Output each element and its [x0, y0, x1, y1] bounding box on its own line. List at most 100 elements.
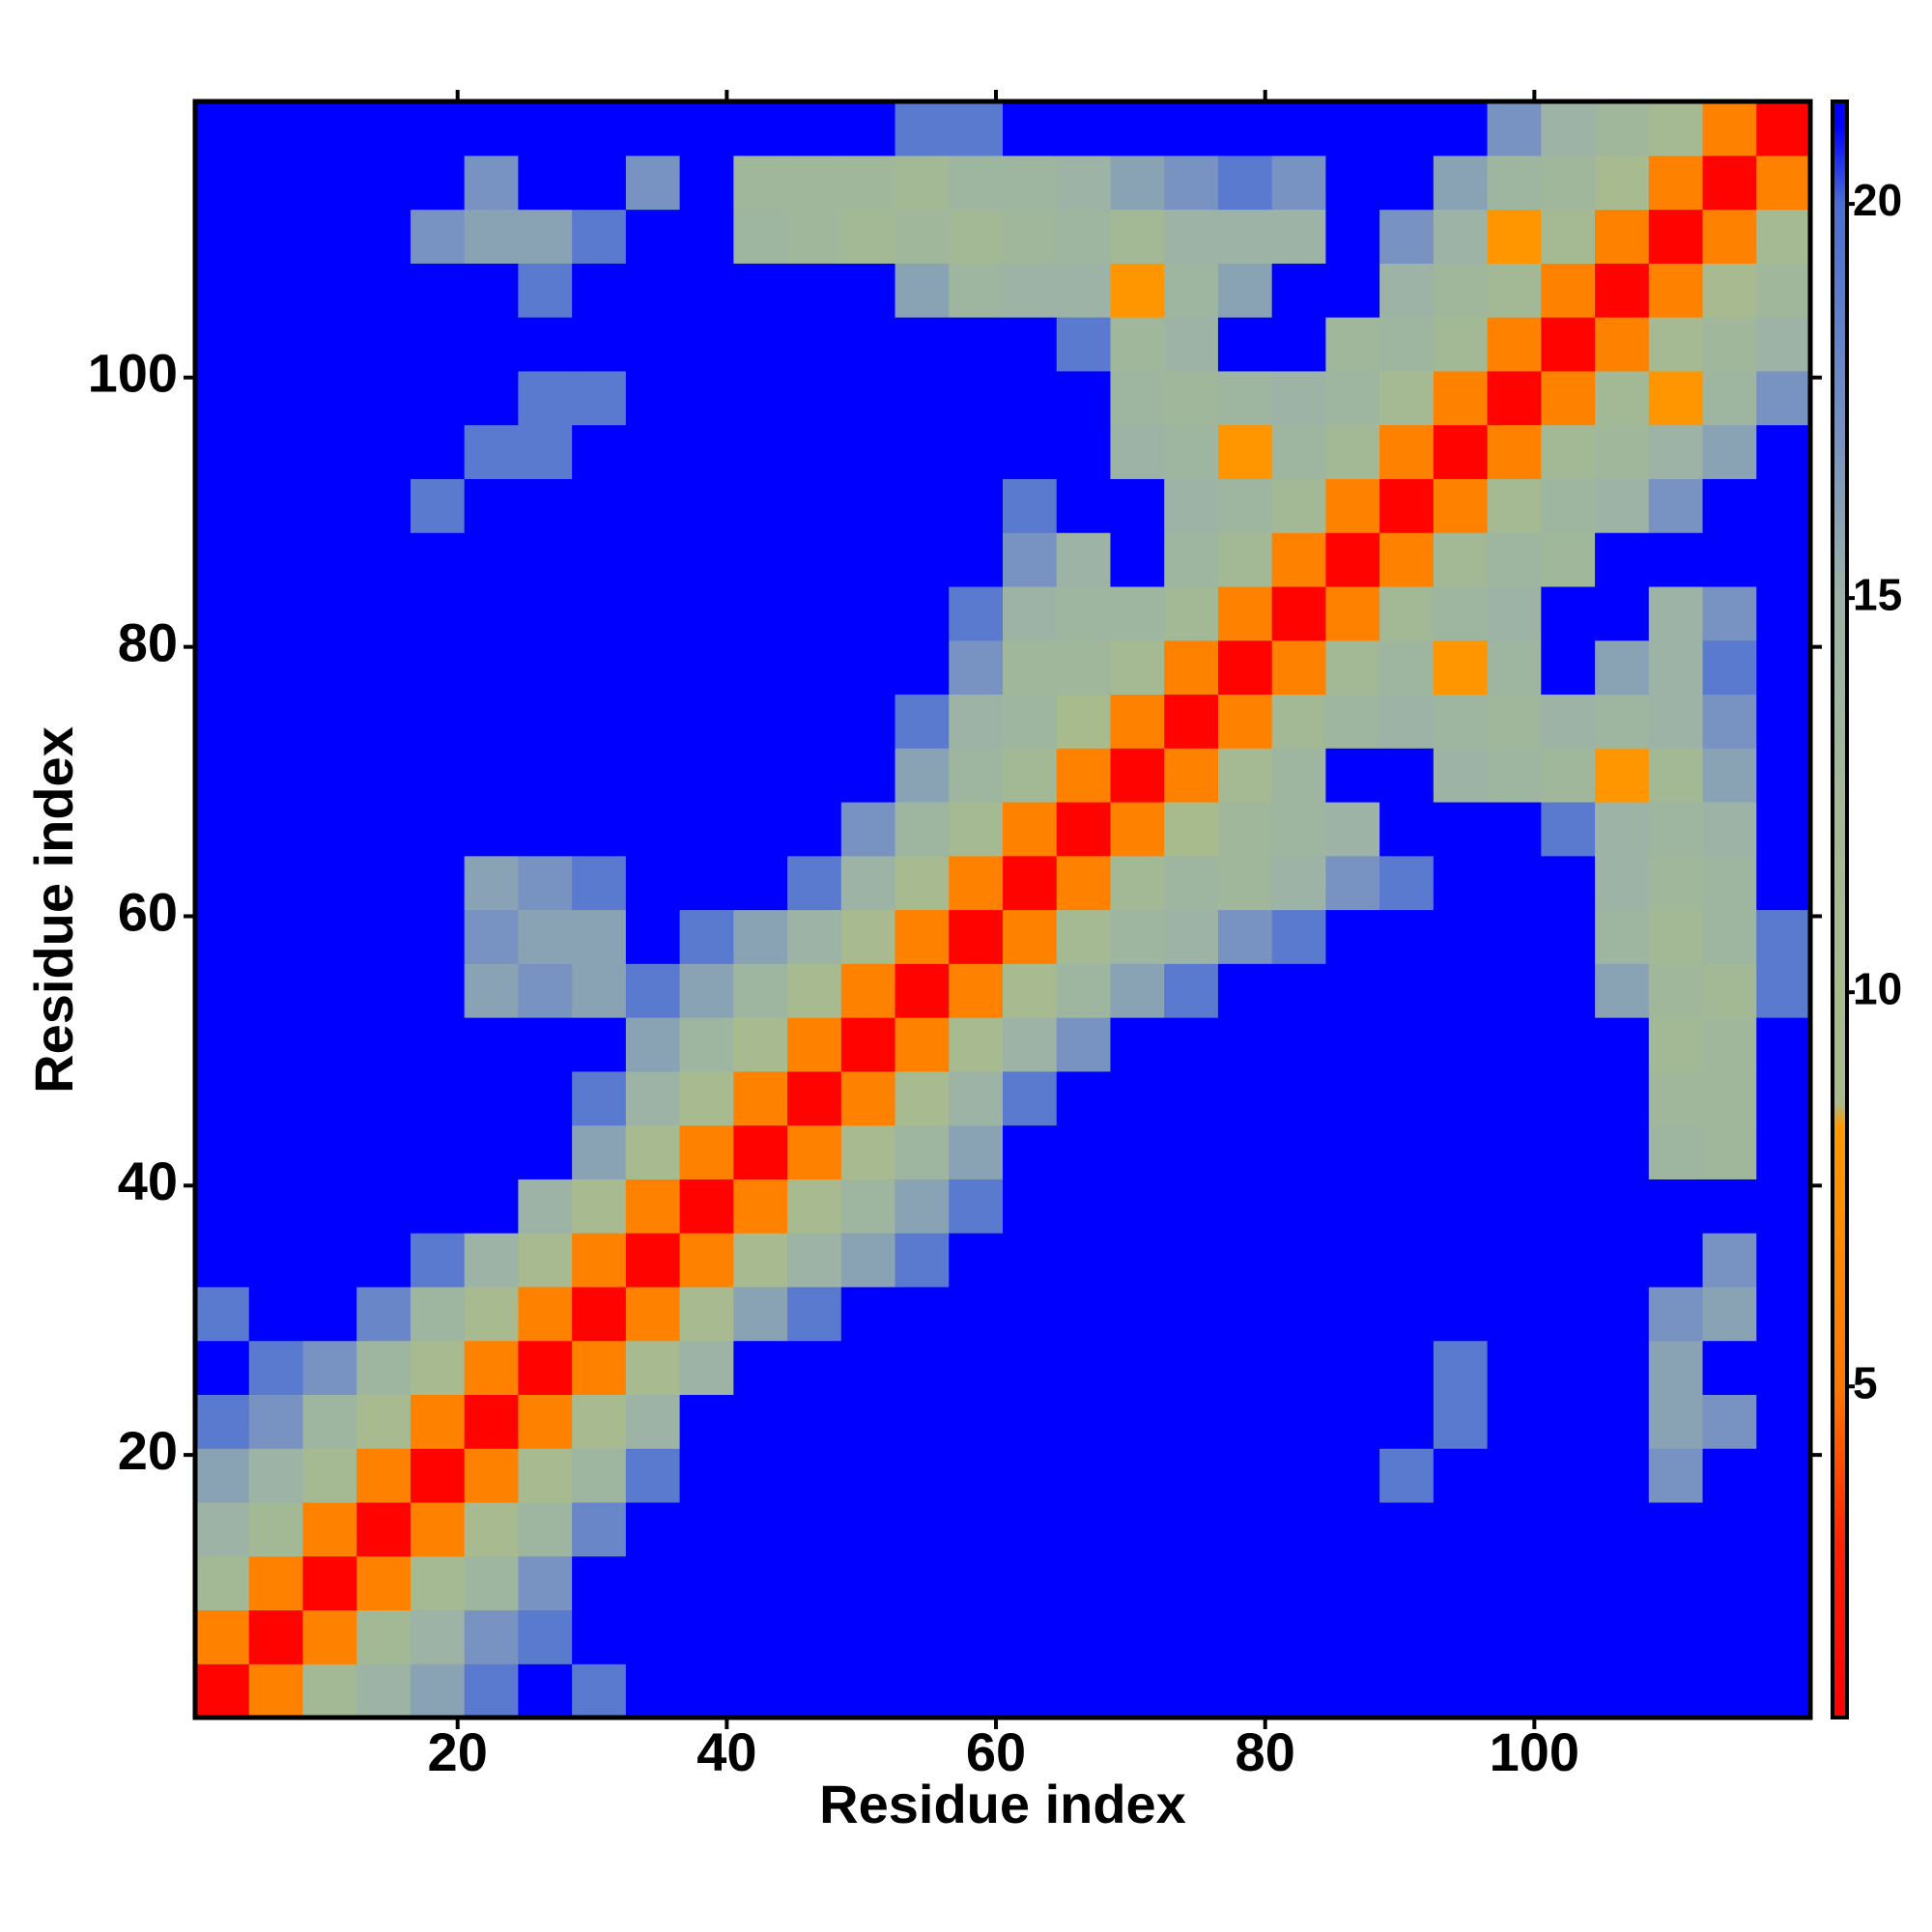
heatmap-cell	[895, 1448, 950, 1503]
heatmap-cell	[787, 101, 842, 156]
heatmap-cell	[356, 855, 412, 911]
heatmap-cell	[1164, 478, 1219, 533]
heatmap-cell	[1702, 963, 1757, 1018]
heatmap-cell	[679, 1609, 734, 1664]
heatmap-cell	[572, 909, 627, 964]
heatmap-cell	[1756, 909, 1811, 964]
heatmap-cell	[1702, 478, 1757, 533]
heatmap-cell	[302, 1286, 357, 1342]
heatmap-cell	[1056, 209, 1112, 264]
heatmap-cell	[625, 909, 681, 964]
heatmap-cell	[679, 639, 734, 696]
heatmap-cell	[356, 263, 412, 318]
heatmap-cell	[1164, 1555, 1219, 1611]
heatmap-cell	[248, 1501, 304, 1557]
heatmap-cell	[679, 1501, 734, 1557]
heatmap-cell	[1271, 1124, 1326, 1179]
heatmap-cell	[1702, 1179, 1757, 1234]
heatmap-cell	[1702, 585, 1757, 641]
colorbar-tick-label: 10	[1853, 963, 1902, 1013]
heatmap-cell	[679, 1179, 734, 1234]
heatmap-cell	[410, 1501, 466, 1557]
heatmap-cell	[1110, 1609, 1165, 1664]
heatmap-cell	[1056, 855, 1112, 911]
heatmap-cell	[1595, 694, 1650, 749]
heatmap-cell	[1056, 1448, 1112, 1503]
heatmap-cell	[410, 155, 466, 211]
heatmap-cell	[787, 1501, 842, 1557]
heatmap-cell	[1595, 1124, 1650, 1179]
heatmap-cell	[1217, 1663, 1273, 1719]
heatmap-cell	[464, 424, 519, 479]
heatmap-cell	[1003, 101, 1058, 156]
heatmap-cell	[1110, 424, 1165, 479]
heatmap-cell	[518, 1555, 573, 1611]
heatmap-cell	[410, 801, 466, 857]
heatmap-cell	[895, 1070, 950, 1126]
colorbar-tick-label: 15	[1853, 569, 1902, 619]
heatmap-cell	[1271, 1501, 1326, 1557]
heatmap-cell	[1595, 1394, 1650, 1449]
heatmap-cell	[1325, 748, 1380, 803]
heatmap-cell	[1325, 855, 1380, 911]
heatmap-cell	[1756, 1555, 1811, 1611]
heatmap-cell	[1702, 1555, 1757, 1611]
heatmap-cell	[1325, 1286, 1380, 1342]
heatmap-cell	[1487, 855, 1542, 911]
heatmap-cell	[1433, 909, 1489, 964]
heatmap-cell	[1164, 639, 1219, 696]
heatmap-cell	[1487, 694, 1542, 749]
heatmap-cell	[1595, 1286, 1650, 1342]
heatmap-cell	[1271, 1179, 1326, 1234]
heatmap-cell	[518, 801, 573, 857]
heatmap-cell	[949, 1179, 1004, 1234]
heatmap-cell	[195, 1233, 250, 1288]
heatmap-cell	[518, 855, 573, 911]
heatmap-cell	[1756, 1286, 1811, 1342]
heatmap-cells	[195, 101, 1811, 1719]
heatmap-cell	[787, 1124, 842, 1179]
heatmap-cell	[1164, 1124, 1219, 1179]
heatmap-cell	[410, 1070, 466, 1126]
heatmap-cell	[1003, 1448, 1058, 1503]
heatmap-cell	[518, 155, 573, 211]
heatmap-cell	[1325, 155, 1380, 211]
heatmap-cell	[1003, 478, 1058, 533]
heatmap-cell	[1271, 909, 1326, 964]
heatmap-cell	[195, 801, 250, 857]
heatmap-cell	[1433, 1394, 1489, 1449]
heatmap-cell	[356, 532, 412, 587]
heatmap-cell	[1217, 963, 1273, 1018]
heatmap-cell	[1056, 639, 1112, 696]
heatmap-cell	[895, 1124, 950, 1179]
heatmap-cell	[1756, 370, 1811, 426]
heatmap-cell	[1003, 801, 1058, 857]
heatmap-cell	[195, 101, 250, 156]
heatmap-cell	[1217, 1448, 1273, 1503]
heatmap-cell	[1056, 909, 1112, 964]
heatmap-cell	[1217, 1124, 1273, 1179]
heatmap-cell	[1003, 424, 1058, 479]
heatmap-cell	[787, 639, 842, 696]
heatmap-cell	[248, 585, 304, 641]
heatmap-cell	[733, 478, 788, 533]
heatmap-cell	[625, 209, 681, 264]
heatmap-cell	[733, 1233, 788, 1288]
heatmap-cell	[572, 748, 627, 803]
heatmap-cell	[302, 748, 357, 803]
heatmap-cell	[1702, 532, 1757, 587]
heatmap-cell	[679, 694, 734, 749]
heatmap-cell	[1756, 855, 1811, 911]
heatmap-cell	[895, 155, 950, 211]
heatmap-cell	[572, 639, 627, 696]
heatmap-cell	[733, 155, 788, 211]
heatmap-cell	[1541, 855, 1596, 911]
heatmap-cell	[787, 317, 842, 372]
heatmap-cell	[840, 370, 896, 426]
heatmap-cell	[1756, 801, 1811, 857]
heatmap-cell	[1702, 1340, 1757, 1395]
heatmap-cell	[679, 424, 734, 479]
heatmap-cell	[195, 585, 250, 641]
heatmap-cell	[949, 1663, 1004, 1719]
heatmap-cell	[410, 101, 466, 156]
